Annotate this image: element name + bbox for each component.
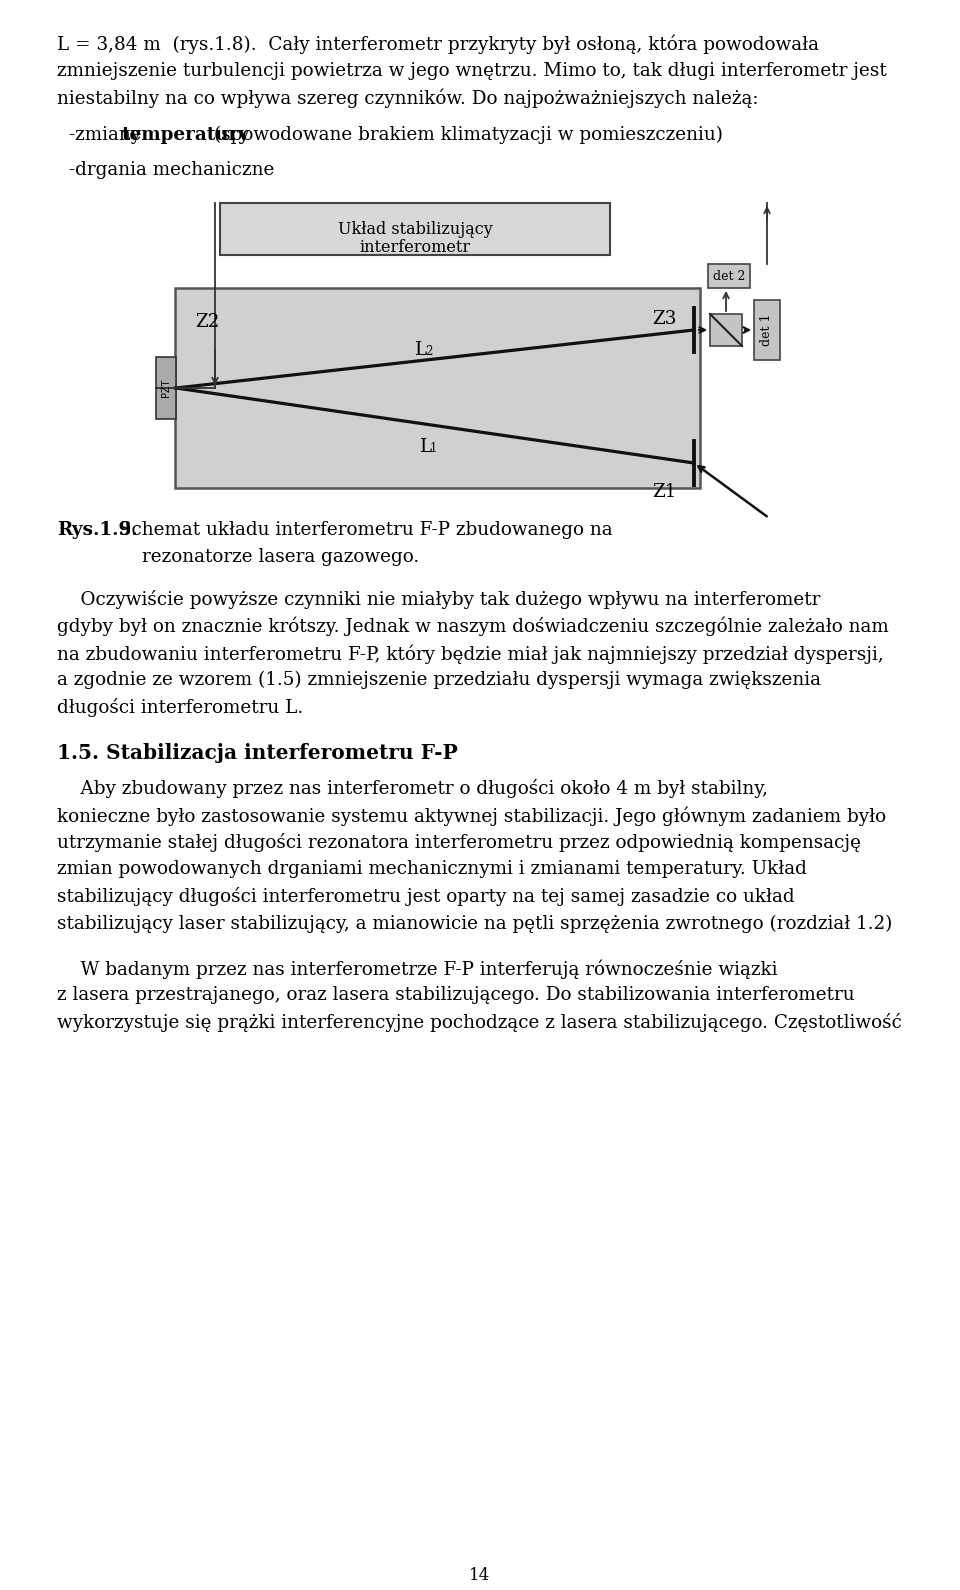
Text: stabilizujący długości interferometru jest oparty na tej samej zasadzie co układ: stabilizujący długości interferometru je… — [57, 887, 795, 906]
Text: na zbudowaniu interferometru F-P, który będzie miał jak najmniejszy przedział dy: na zbudowaniu interferometru F-P, który … — [57, 644, 884, 663]
Text: 1.5. Stabilizacja interferometru F-P: 1.5. Stabilizacja interferometru F-P — [57, 743, 458, 763]
Text: Rys.1.9.: Rys.1.9. — [57, 522, 137, 539]
Text: Aby zbudowany przez nas interferometr o długości około 4 m był stabilny,: Aby zbudowany przez nas interferometr o … — [57, 779, 768, 798]
Bar — [175, 288, 700, 488]
Text: konieczne było zastosowanie systemu aktywnej stabilizacji. Jego głównym zadaniem: konieczne było zastosowanie systemu akty… — [57, 806, 886, 825]
Text: L = 3,84 m  (rys.1.8).  Cały interferometr przykryty był osłoną, która powodował: L = 3,84 m (rys.1.8). Cały interferometr… — [57, 35, 819, 54]
Text: zmniejszenie turbulencji powietrza w jego wnętrzu. Mimo to, tak długi interferom: zmniejszenie turbulencji powietrza w jeg… — [57, 62, 887, 80]
Text: PZT: PZT — [161, 378, 171, 398]
Text: -drgania mechaniczne: -drgania mechaniczne — [69, 161, 275, 180]
Text: stabilizujący laser stabilizujący, a mianowicie na pętli sprzężenia zwrotnego (r: stabilizujący laser stabilizujący, a mia… — [57, 914, 893, 933]
Text: wykorzystuje się prążki interferencyjne pochodzące z lasera stabilizującego. Czę: wykorzystuje się prążki interferencyjne … — [57, 1013, 901, 1032]
Text: 1: 1 — [430, 442, 438, 455]
Text: det 1: det 1 — [760, 313, 774, 347]
Text: W badanym przez nas interferometrze F-P interferują równocześnie wiązki: W badanym przez nas interferometrze F-P … — [57, 959, 778, 979]
Bar — [710, 313, 742, 347]
Text: długości interferometru L.: długości interferometru L. — [57, 698, 303, 717]
Text: gdyby był on znacznie krótszy. Jednak w naszym doświadczeniu szczególnie zależał: gdyby był on znacznie krótszy. Jednak w … — [57, 617, 889, 636]
Text: temperatury: temperatury — [121, 126, 249, 145]
Text: Z3: Z3 — [652, 310, 677, 328]
Bar — [754, 301, 780, 359]
Text: a zgodnie ze wzorem (1.5) zmniejszenie przedziału dyspersji wymaga zwiększenia: a zgodnie ze wzorem (1.5) zmniejszenie p… — [57, 671, 821, 688]
Text: Schemat układu interferometru F-P zbudowanego na: Schemat układu interferometru F-P zbudow… — [119, 522, 612, 539]
Text: Z1: Z1 — [652, 483, 677, 501]
Text: L: L — [420, 437, 432, 455]
Text: L: L — [415, 340, 427, 359]
Text: z lasera przestrajanego, oraz lasera stabilizującego. Do stabilizowania interfer: z lasera przestrajanego, oraz lasera sta… — [57, 986, 854, 1005]
Text: -zmiany: -zmiany — [69, 126, 147, 145]
Text: (spowodowane brakiem klimatyzacji w pomieszczeniu): (spowodowane brakiem klimatyzacji w pomi… — [208, 126, 723, 145]
Text: utrzymanie stałej długości rezonatora interferometru przez odpowiednią kompensac: utrzymanie stałej długości rezonatora in… — [57, 833, 861, 852]
Text: interferometr: interferometr — [359, 238, 470, 256]
Text: niestabilny na co wpływa szereg czynników. Do najpożważniejszych należą:: niestabilny na co wpływa szereg czynnikó… — [57, 89, 758, 108]
Text: 14: 14 — [469, 1568, 491, 1584]
Bar — [156, 358, 176, 420]
Text: Oczywiście powyższe czynniki nie miałyby tak dużego wpływu na interferometr: Oczywiście powyższe czynniki nie miałyby… — [57, 590, 821, 609]
Text: 2: 2 — [425, 345, 432, 358]
Bar — [708, 264, 750, 288]
Bar — [220, 204, 610, 254]
Text: Z2: Z2 — [195, 313, 219, 331]
Text: zmian powodowanych drganiami mechanicznymi i zmianami temperatury. Układ: zmian powodowanych drganiami mechaniczny… — [57, 860, 806, 879]
Text: det 2: det 2 — [713, 269, 745, 283]
Text: Układ stabilizujący: Układ stabilizujący — [338, 221, 492, 238]
Text: rezonatorze lasera gazowego.: rezonatorze lasera gazowego. — [142, 549, 420, 566]
